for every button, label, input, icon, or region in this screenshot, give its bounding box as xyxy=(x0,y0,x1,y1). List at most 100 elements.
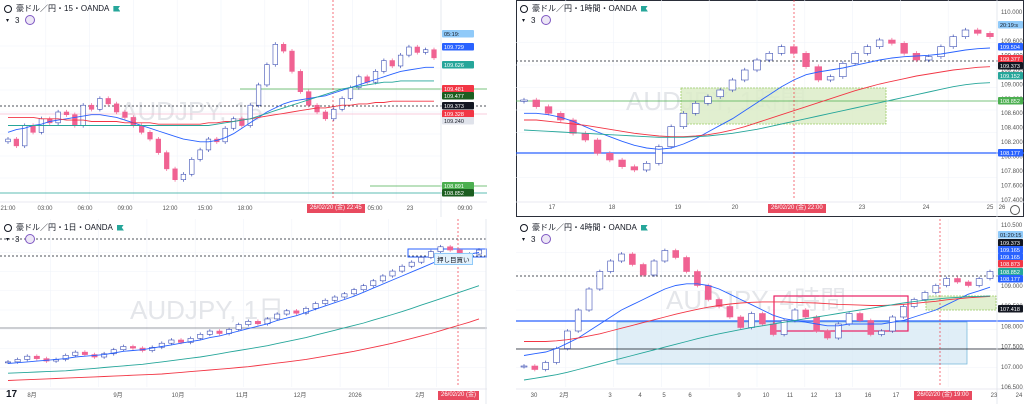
candle xyxy=(172,168,178,180)
candle xyxy=(147,132,153,140)
candle xyxy=(55,111,61,124)
price-label: 109.373 xyxy=(444,104,464,110)
indicator-row: ▾ 3 xyxy=(522,15,552,25)
y-tick-label: 110.000 xyxy=(1001,10,1023,16)
candle xyxy=(105,98,111,105)
y-tick-label: 107.800 xyxy=(1001,169,1023,175)
candle xyxy=(431,49,437,59)
x-tick-label: 15:00 xyxy=(197,206,213,212)
symbol-flag-icon xyxy=(520,223,528,232)
candle xyxy=(97,98,103,110)
indicator-icon[interactable] xyxy=(541,15,552,25)
candle xyxy=(178,339,184,343)
candle xyxy=(14,359,21,363)
x-tick-label: 09:00 xyxy=(117,206,133,212)
price-label: 109.240 xyxy=(444,119,464,125)
y-tick-label: 108.600 xyxy=(1001,111,1023,117)
x-tick-label: 17 xyxy=(893,393,900,399)
chart-header-title[interactable]: 豪ドル／円・1日・OANDA xyxy=(16,223,113,232)
chevron-down-icon[interactable]: ▾ xyxy=(522,236,526,243)
indicator-count[interactable]: 3 xyxy=(15,234,20,244)
x-tick-label: 13 xyxy=(835,393,842,399)
candle xyxy=(826,76,835,81)
watermark-text: AUDJPY, 1日 xyxy=(130,295,284,325)
candle xyxy=(447,246,454,251)
x-tick-label: 4 xyxy=(638,393,642,399)
candle xyxy=(737,316,745,328)
tradingview-logo-icon[interactable]: 17 xyxy=(6,389,18,400)
candle xyxy=(180,173,187,180)
dip-buy-annotation[interactable]: 押し目買い xyxy=(434,253,473,265)
x-tick-label: 10 xyxy=(763,393,770,399)
candle xyxy=(544,106,553,114)
candle xyxy=(341,293,348,298)
series-line-sma200 xyxy=(7,318,480,381)
candle xyxy=(777,46,786,54)
chevron-down-icon[interactable]: ▾ xyxy=(522,17,526,24)
flag-icon[interactable] xyxy=(116,224,124,231)
candle xyxy=(802,309,810,318)
x-tick-label: 24 xyxy=(1016,393,1023,399)
chevron-down-icon[interactable]: ▾ xyxy=(6,17,10,24)
x-tick-label: 23 xyxy=(991,393,998,399)
candle xyxy=(704,96,712,104)
price-label: 108.852 xyxy=(1000,270,1020,276)
x-tick-label: 12月 xyxy=(294,392,307,399)
chart-panel-1d[interactable]: AUDJPY, 1日8月9月10月11月12月20262月01:20:13109… xyxy=(0,219,487,404)
price-label: 20:19:s xyxy=(1000,23,1018,29)
chart-1h-svg[interactable]: AUDJPY, 1時間110.000109.900109.600109.4001… xyxy=(516,0,1024,217)
support-zone-box-blue xyxy=(616,321,968,365)
symbol-flag-icon xyxy=(4,223,12,232)
price-label: 109.481 xyxy=(444,87,464,93)
flag-icon[interactable] xyxy=(640,224,648,231)
y-tick-label: 108.400 xyxy=(1001,126,1023,132)
indicator-count[interactable]: 3 xyxy=(531,234,536,244)
candle xyxy=(187,338,194,343)
settings-gear-icon[interactable] xyxy=(1010,205,1020,215)
x-tick-label: 2026 xyxy=(348,393,362,399)
flag-icon[interactable] xyxy=(113,5,121,12)
candle xyxy=(679,113,688,127)
candle xyxy=(937,46,945,57)
candle xyxy=(168,339,175,344)
indicator-count[interactable]: 3 xyxy=(531,15,536,25)
candle xyxy=(235,324,242,330)
candle xyxy=(33,355,40,359)
indicator-icon[interactable] xyxy=(541,234,552,244)
chart-header-title[interactable]: 豪ドル／円・15・OANDA xyxy=(16,4,110,13)
chevron-down-icon[interactable]: ▾ xyxy=(6,236,10,243)
chart-panel-4h[interactable]: AUDJPY, 4時間110.500110.000109.500109.0001… xyxy=(516,219,1024,404)
y-tick-label: 107.400 xyxy=(1001,198,1023,204)
candle xyxy=(399,265,406,272)
series-line-sma200 xyxy=(8,80,434,126)
indicator-icon[interactable] xyxy=(25,234,36,244)
candle xyxy=(639,264,647,276)
x-tick-label: 24 xyxy=(923,205,930,211)
candle xyxy=(289,50,295,72)
chart-4h-svg[interactable]: AUDJPY, 4時間110.500110.000109.500109.0001… xyxy=(516,219,1024,404)
candle xyxy=(274,313,281,320)
candle xyxy=(630,166,639,171)
indicator-icon[interactable] xyxy=(25,15,36,25)
price-label: 109.729 xyxy=(444,45,464,51)
candle xyxy=(427,251,434,258)
flag-icon[interactable] xyxy=(640,5,648,12)
y-tick-label: 110.500 xyxy=(1001,223,1023,229)
candle xyxy=(110,349,117,355)
chart-1d-svg[interactable]: AUDJPY, 1日8月9月10月11月12月20262月01:20:13109… xyxy=(0,219,487,404)
indicator-count[interactable]: 3 xyxy=(15,15,20,25)
candle xyxy=(222,127,228,143)
chart-header-title[interactable]: 豪ドル／円・4時間・OANDA xyxy=(532,223,637,232)
chart-panel-15min[interactable]: AUDJPY, 15 21:00 03:00 06:00 09:00 12:00 15:00… xyxy=(0,0,487,217)
candle xyxy=(13,138,19,147)
chart-header-title[interactable]: 豪ドル／円・1時間・OANDA xyxy=(532,4,637,13)
candle xyxy=(283,310,290,315)
price-label-box xyxy=(442,117,474,125)
candle xyxy=(759,313,766,325)
candle xyxy=(642,163,651,171)
candle xyxy=(912,53,921,61)
candle xyxy=(130,346,136,349)
chart-panel-1h[interactable]: AUDJPY, 1時間110.000109.900109.600109.4001… xyxy=(516,0,1024,217)
candle xyxy=(281,44,287,52)
